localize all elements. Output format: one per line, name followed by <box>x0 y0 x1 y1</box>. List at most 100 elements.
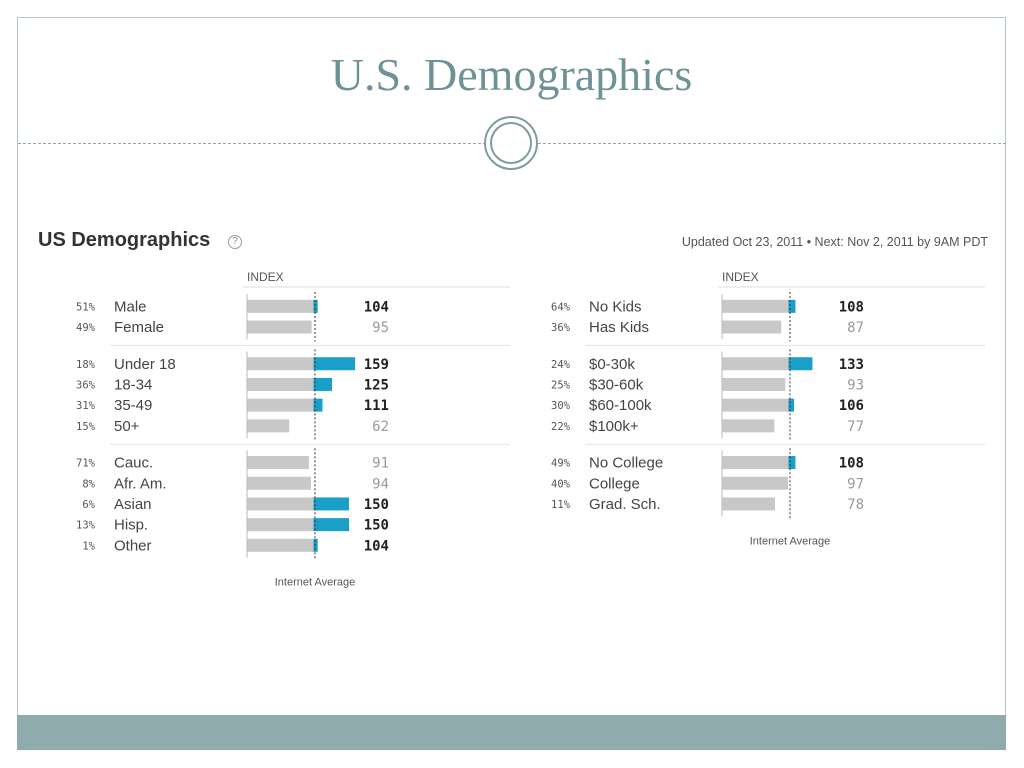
row-index-value: 159 <box>364 357 389 373</box>
row-index-value: 91 <box>372 456 389 472</box>
index-chart-left: INDEX 51% Male 104 49% Female 95 18% Under 18 159… <box>76 270 510 589</box>
update-status: Updated Oct 23, 2011 • Next: Nov 2, 2011… <box>681 235 988 249</box>
row-label: Other <box>114 537 152 554</box>
index-bar <box>247 518 314 532</box>
index-bar-over <box>313 398 323 412</box>
row-index-value: 106 <box>839 398 864 414</box>
index-header: INDEX <box>247 270 284 284</box>
index-bar-over <box>788 357 813 371</box>
help-icon[interactable]: ? <box>228 235 242 249</box>
index-bar <box>247 476 311 490</box>
row-label: Male <box>114 298 147 315</box>
row-percent: 8% <box>82 478 95 490</box>
row-percent: 51% <box>76 301 96 313</box>
index-bar <box>722 377 786 391</box>
row-label: $100k+ <box>589 418 639 435</box>
row-index-value: 150 <box>364 497 389 513</box>
index-bar-over <box>788 299 796 313</box>
demographics-panel-right: INDEX 64% No Kids 108 36% Has Kids 87 24% $0-30k… <box>530 262 1010 622</box>
index-bar <box>247 320 312 334</box>
row-percent: 31% <box>76 400 96 412</box>
row-percent: 11% <box>551 499 571 511</box>
index-bar <box>722 476 788 490</box>
index-bar-over <box>788 456 796 470</box>
row-index-value: 97 <box>847 476 864 492</box>
index-bar <box>247 419 290 433</box>
row-percent: 30% <box>551 400 571 412</box>
index-bar-over <box>313 299 318 313</box>
slide-title: U.S. Demographics <box>330 49 693 100</box>
row-percent: 6% <box>82 499 95 511</box>
index-bar <box>722 299 789 313</box>
row-percent: 36% <box>551 322 571 334</box>
row-index-value: 94 <box>372 476 389 492</box>
index-bar <box>722 497 776 511</box>
internet-average-label: Internet Average <box>275 577 356 589</box>
index-bar-over <box>313 377 332 391</box>
row-label: No Kids <box>589 298 642 315</box>
row-label: 18-34 <box>114 376 152 393</box>
row-index-value: 104 <box>364 299 389 315</box>
index-bar <box>247 357 314 371</box>
index-chart-right: INDEX 64% No Kids 108 36% Has Kids 87 24% $0-30k… <box>551 270 985 547</box>
index-bar <box>247 456 309 470</box>
row-index-value: 111 <box>364 398 389 414</box>
row-percent: 49% <box>551 458 571 470</box>
index-bar <box>722 398 789 412</box>
row-label: $0-30k <box>589 356 635 373</box>
row-label: Female <box>114 319 164 336</box>
row-label: 35-49 <box>114 397 152 414</box>
row-percent: 24% <box>551 359 571 371</box>
row-percent: 25% <box>551 379 571 391</box>
index-bar <box>722 456 789 470</box>
row-percent: 1% <box>82 540 95 552</box>
row-label: College <box>589 475 640 492</box>
row-percent: 15% <box>76 421 96 433</box>
index-bar <box>722 357 789 371</box>
row-percent: 36% <box>76 379 96 391</box>
row-label: 50+ <box>114 418 140 435</box>
row-index-value: 62 <box>372 419 389 435</box>
row-index-value: 133 <box>839 357 864 373</box>
row-index-value: 125 <box>364 377 389 393</box>
row-index-value: 108 <box>839 299 864 315</box>
index-header: INDEX <box>722 270 759 284</box>
internet-average-label: Internet Average <box>750 535 831 547</box>
row-percent: 71% <box>76 458 96 470</box>
index-bar <box>247 299 314 313</box>
index-bar <box>247 497 314 511</box>
row-index-value: 77 <box>847 419 864 435</box>
row-label: Has Kids <box>589 319 649 336</box>
row-index-value: 104 <box>364 538 389 554</box>
index-bar-over <box>313 518 349 532</box>
index-bar <box>247 538 314 552</box>
row-label: $30-60k <box>589 376 644 393</box>
row-index-value: 93 <box>847 377 864 393</box>
index-bar-over <box>313 538 318 552</box>
row-label: Asian <box>114 496 152 513</box>
row-label: Afr. Am. <box>114 475 167 492</box>
row-label: Cauc. <box>114 455 153 472</box>
row-percent: 18% <box>76 359 96 371</box>
row-label: Under 18 <box>114 356 176 373</box>
index-bar-over <box>788 398 795 412</box>
row-percent: 40% <box>551 478 571 490</box>
row-index-value: 78 <box>847 497 864 513</box>
footer-bar <box>17 715 1006 750</box>
row-label: Grad. Sch. <box>589 496 661 513</box>
row-label: $60-100k <box>589 397 652 414</box>
index-bar <box>247 398 314 412</box>
index-bar <box>722 419 775 433</box>
index-bar <box>247 377 314 391</box>
index-bar-over <box>313 357 356 371</box>
title-ornament-inner <box>490 122 532 164</box>
row-index-value: 87 <box>847 320 864 336</box>
row-percent: 64% <box>551 301 571 313</box>
row-index-value: 108 <box>839 456 864 472</box>
row-index-value: 150 <box>364 518 389 534</box>
widget-title: US Demographics <box>38 229 211 251</box>
row-percent: 22% <box>551 421 571 433</box>
row-percent: 49% <box>76 322 96 334</box>
row-index-value: 95 <box>372 320 389 336</box>
index-bar <box>722 320 782 334</box>
